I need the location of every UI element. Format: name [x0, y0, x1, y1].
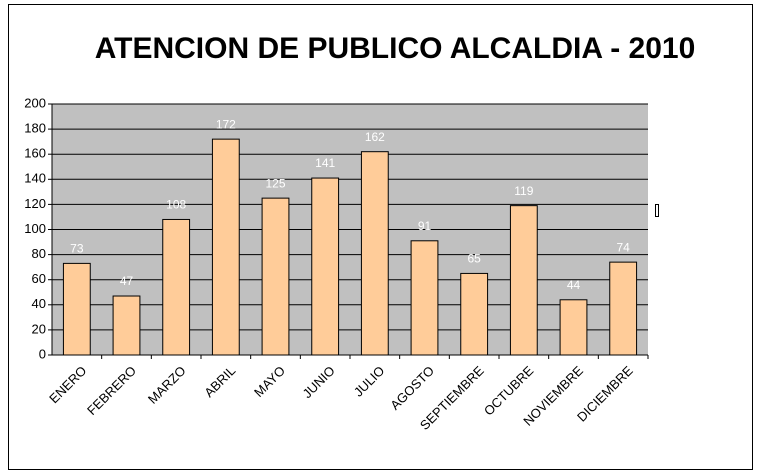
- y-tick-label: 120: [24, 196, 46, 211]
- bar: [559, 299, 588, 356]
- y-tick-label: 180: [24, 121, 46, 136]
- bar: [311, 177, 340, 356]
- value-label: 172: [216, 117, 236, 131]
- value-label: 47: [120, 274, 134, 288]
- bar: [62, 262, 91, 356]
- marker: [655, 204, 659, 217]
- bar: [509, 205, 538, 356]
- value-label: 65: [467, 252, 481, 266]
- bar: [112, 295, 141, 356]
- y-tick-label: 20: [32, 321, 46, 336]
- value-label: 108: [166, 198, 186, 212]
- value-label: 125: [265, 176, 285, 190]
- bar: [460, 272, 489, 356]
- bar: [410, 240, 439, 356]
- bar: [211, 138, 240, 356]
- y-tick-label: 0: [39, 346, 46, 361]
- chart-title: ATENCION DE PUBLICO ALCALDIA - 2010: [94, 32, 696, 65]
- bar: [162, 218, 191, 356]
- bar: [360, 151, 389, 356]
- y-tick-label: 140: [24, 171, 46, 186]
- value-label: 91: [418, 219, 432, 233]
- value-label: 73: [70, 242, 84, 256]
- y-tick-label: 200: [24, 95, 46, 110]
- value-label: 44: [567, 278, 581, 292]
- y-tick-label: 80: [32, 246, 46, 261]
- y-tick-label: 60: [32, 271, 46, 286]
- bar: [261, 197, 290, 356]
- bar: [609, 261, 638, 356]
- value-label: 141: [315, 156, 335, 170]
- y-tick-label: 100: [24, 221, 46, 236]
- value-label: 162: [365, 130, 385, 144]
- y-tick-label: 40: [32, 296, 46, 311]
- y-tick-label: 160: [24, 146, 46, 161]
- value-label: 119: [514, 184, 533, 198]
- value-label: 74: [616, 240, 630, 254]
